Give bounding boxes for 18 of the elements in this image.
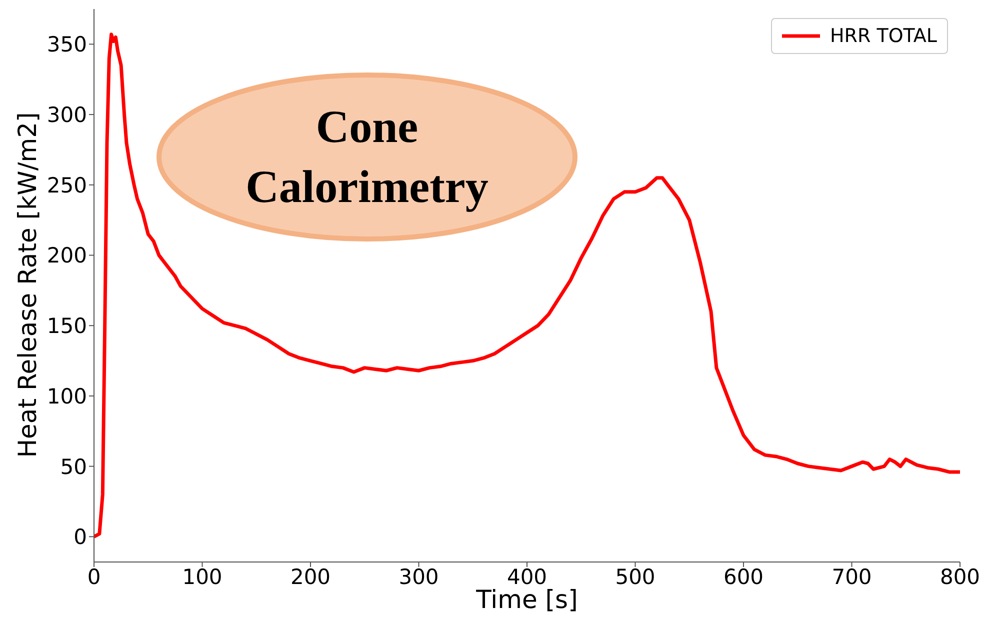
x-tick-label: 200 — [290, 564, 331, 589]
y-tick-label: 0 — [74, 525, 87, 550]
y-tick-label: 50 — [60, 454, 87, 479]
y-tick-label: 250 — [46, 173, 87, 198]
y-tick-label: 100 — [46, 384, 87, 408]
y-axis-title: Heat Release Rate [kW/m2] — [12, 112, 43, 458]
y-tick-label: 350 — [46, 32, 87, 57]
x-tick-label: 700 — [832, 564, 872, 589]
annotation: Cone Calorimetry — [246, 100, 488, 214]
x-tick-label: 100 — [182, 564, 222, 589]
y-tick-label: 300 — [46, 102, 87, 127]
x-tick-label: 300 — [398, 564, 439, 589]
x-tick-label: 600 — [723, 564, 764, 589]
y-tick-label: 200 — [46, 244, 87, 268]
y-tick-label: 150 — [46, 314, 87, 338]
x-tick-label: 500 — [615, 564, 656, 589]
x-tick-label: 800 — [940, 564, 980, 589]
legend-label: HRR TOTAL — [830, 25, 937, 47]
